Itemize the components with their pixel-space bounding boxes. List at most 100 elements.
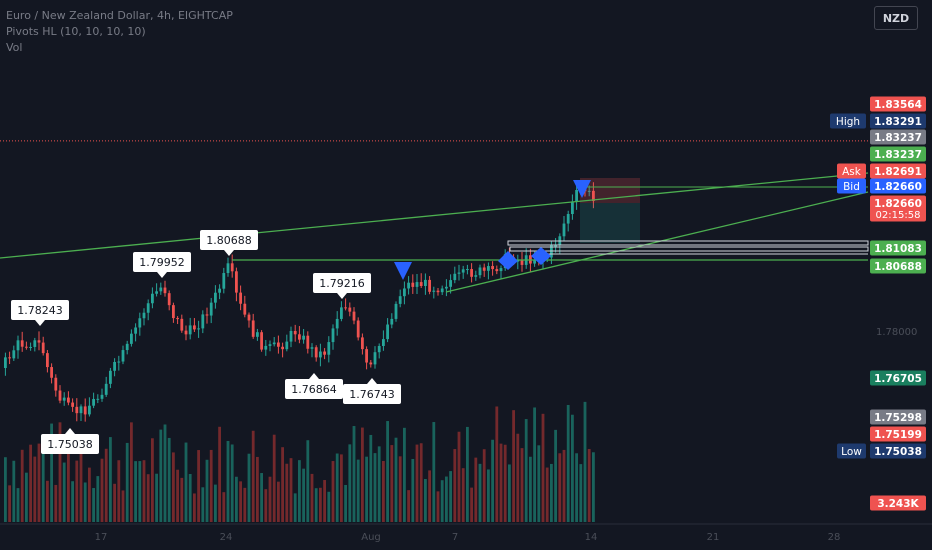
volume-bar bbox=[75, 460, 79, 522]
volume-bar bbox=[478, 463, 482, 522]
candle-body bbox=[243, 303, 247, 315]
candle-body bbox=[167, 293, 171, 306]
volume-bar bbox=[470, 487, 473, 522]
candle-body bbox=[142, 312, 146, 319]
price-label-text: 1.83291 bbox=[874, 116, 922, 128]
candle-body bbox=[239, 292, 242, 304]
candle-body bbox=[298, 334, 301, 340]
pivot-label-text: 1.78243 bbox=[17, 304, 63, 317]
volume-bar bbox=[293, 493, 297, 522]
candle-body bbox=[205, 314, 209, 316]
candle-body bbox=[571, 201, 574, 215]
candle-body bbox=[12, 350, 16, 359]
volume-bar bbox=[205, 459, 209, 522]
volume-bar bbox=[163, 424, 167, 522]
volume-bar bbox=[218, 426, 221, 522]
candle-body bbox=[71, 402, 74, 407]
volume-bar bbox=[37, 443, 41, 522]
volume-bar bbox=[209, 449, 213, 522]
volume-bar bbox=[256, 456, 259, 522]
candle-body bbox=[100, 394, 104, 399]
candle-body bbox=[461, 269, 465, 273]
candle-body bbox=[440, 288, 444, 293]
volume-bar bbox=[71, 481, 74, 522]
volume-bar bbox=[222, 492, 226, 522]
candle-body bbox=[235, 271, 238, 293]
volume-bar bbox=[319, 487, 322, 522]
candle-body bbox=[230, 263, 234, 272]
candle-body bbox=[138, 318, 142, 328]
volume-bar bbox=[130, 422, 133, 522]
candle-body bbox=[289, 330, 293, 342]
price-label: 1.75199 bbox=[870, 426, 926, 442]
candle-body bbox=[146, 303, 150, 313]
volume-bar bbox=[499, 443, 503, 522]
pivot-label-text: 1.76864 bbox=[291, 383, 337, 396]
volume-bar bbox=[445, 476, 448, 522]
volume-bar bbox=[403, 427, 406, 522]
candle-body bbox=[482, 267, 486, 271]
candle-body bbox=[155, 291, 158, 294]
volume-bar bbox=[138, 461, 142, 522]
price-tag bbox=[837, 163, 866, 179]
volume-bar bbox=[449, 471, 452, 522]
candle-body bbox=[8, 357, 11, 359]
candle-body bbox=[96, 398, 100, 400]
resistance-zone-2 bbox=[509, 246, 869, 252]
sell-marker-icon bbox=[394, 262, 412, 280]
volume-bar bbox=[8, 485, 11, 522]
candle-body bbox=[369, 362, 373, 365]
price-label: 1.76705 bbox=[870, 370, 926, 386]
volume-bar bbox=[176, 469, 179, 522]
sell-marker-icon bbox=[573, 180, 591, 198]
candle-body bbox=[197, 328, 200, 330]
volume-bar bbox=[508, 464, 511, 522]
volume-bar bbox=[562, 449, 566, 522]
pivot-label: 1.79952 bbox=[133, 252, 191, 278]
currency-button[interactable]: NZD bbox=[874, 6, 918, 30]
candle-body bbox=[348, 307, 352, 312]
volume-bar bbox=[46, 480, 49, 522]
volume-bar bbox=[545, 467, 549, 522]
candle-body bbox=[419, 282, 423, 286]
price-label: 1.83237 bbox=[870, 129, 926, 145]
volume-bar bbox=[197, 450, 200, 522]
candle-body bbox=[394, 303, 398, 319]
volume-bar bbox=[226, 440, 230, 522]
volume-bar bbox=[113, 483, 116, 522]
candle-body bbox=[474, 275, 478, 277]
time-tick-label: Aug bbox=[361, 532, 381, 543]
volume-bar bbox=[550, 463, 553, 522]
volume-bar bbox=[436, 491, 440, 522]
volume-bar bbox=[356, 459, 360, 522]
candle-body bbox=[75, 406, 79, 414]
candle-body bbox=[209, 302, 213, 316]
volume-bar bbox=[390, 445, 394, 522]
price-label-text: 1.82660 bbox=[874, 181, 922, 193]
candle-body bbox=[285, 341, 289, 350]
volume-bar bbox=[566, 404, 570, 522]
volume-bar bbox=[25, 472, 28, 522]
price-label-text: 1.75298 bbox=[874, 412, 922, 424]
volume-bar bbox=[373, 453, 377, 522]
volume-bar bbox=[167, 437, 171, 522]
volume-bar bbox=[453, 449, 457, 522]
volume-bar bbox=[524, 419, 528, 522]
time-tick-label: 24 bbox=[220, 532, 233, 543]
volume-bar bbox=[306, 440, 310, 522]
volume-bar bbox=[247, 453, 251, 522]
volume-bar bbox=[335, 453, 339, 522]
price-label-text: 1.82691 bbox=[874, 166, 922, 178]
pivot-label: 1.75038 bbox=[41, 428, 99, 454]
volume-bar bbox=[365, 456, 368, 522]
candle-body bbox=[306, 335, 310, 349]
candle-body bbox=[449, 280, 452, 287]
volume-bar bbox=[503, 444, 507, 522]
volume-bar bbox=[54, 484, 58, 522]
volume-bar bbox=[142, 460, 146, 522]
volume-bar bbox=[62, 462, 66, 522]
volume-bar bbox=[432, 422, 436, 522]
volume-bar bbox=[104, 448, 108, 522]
candle-body bbox=[550, 245, 553, 258]
